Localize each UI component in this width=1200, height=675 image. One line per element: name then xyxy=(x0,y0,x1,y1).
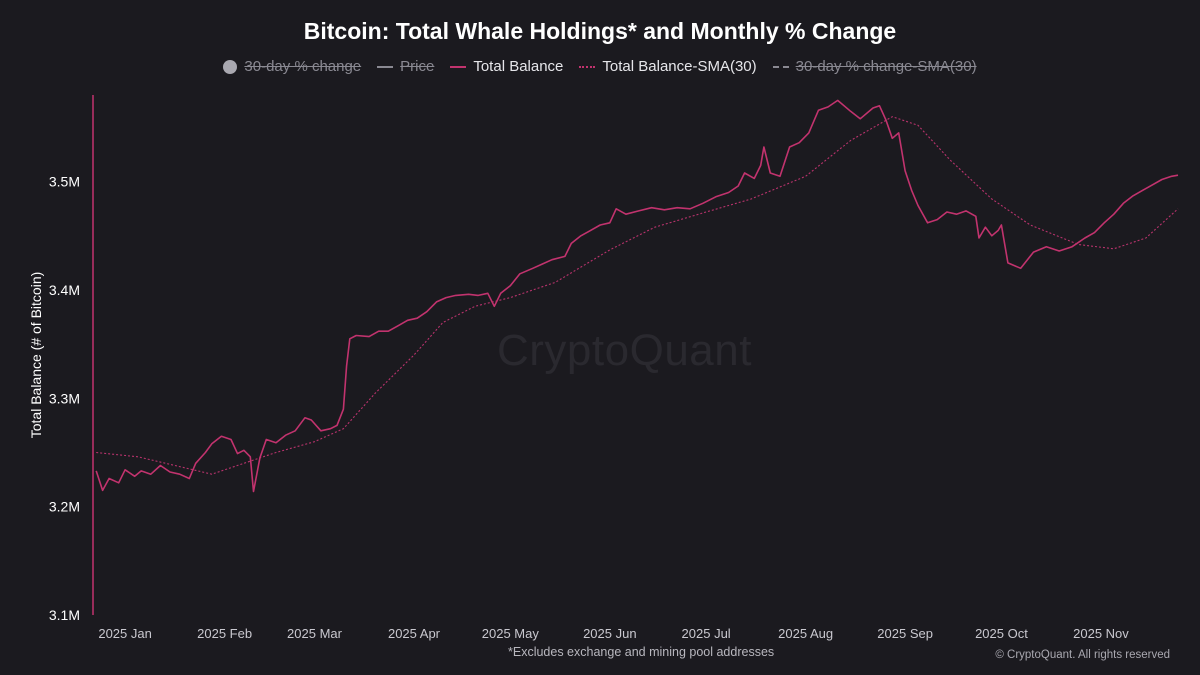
x-tick-label: 2025 Aug xyxy=(778,626,833,641)
chart-title: Bitcoin: Total Whale Holdings* and Month… xyxy=(303,18,897,44)
legend-item-30-day-change[interactable]: 30-day % change xyxy=(223,58,361,75)
legend-label: Total Balance xyxy=(473,58,564,75)
legend-item-total-balance[interactable]: Total Balance xyxy=(450,58,563,75)
legend: 30-day % change Price Total Balance Tota… xyxy=(0,58,1200,75)
x-tick-label: 2025 Sep xyxy=(877,626,933,641)
dashed-line-icon xyxy=(772,65,789,68)
y-tick-label: 3.2M xyxy=(49,499,80,515)
x-tick-label: 2025 Jan xyxy=(98,626,152,641)
x-tick-label: 2025 Feb xyxy=(197,626,252,641)
x-tick-label: 2025 Mar xyxy=(287,626,343,641)
y-tick-label: 3.1M xyxy=(49,607,80,623)
legend-label: Price xyxy=(400,58,435,75)
line-icon xyxy=(450,65,467,68)
x-tick-label: 2025 Jul xyxy=(682,626,731,641)
dotted-line-icon xyxy=(579,65,596,68)
y-tick-label: 3.5M xyxy=(49,174,80,190)
legend-item-30-day-change-sma[interactable]: 30-day % change-SMA(30) xyxy=(772,58,977,75)
line-icon xyxy=(377,65,394,68)
copyright: © CryptoQuant. All rights reserved xyxy=(995,649,1170,661)
series-line-total-balance xyxy=(95,99,1179,493)
watermark: CryptoQuant xyxy=(497,326,752,375)
x-tick-label: 2025 May xyxy=(482,626,540,641)
x-tick-label: 2025 Oct xyxy=(975,626,1028,641)
x-tick-label: 2025 Jun xyxy=(583,626,637,641)
legend-label: 30-day % change xyxy=(244,58,362,75)
series-line-total-balance-sma30 xyxy=(96,116,1179,475)
footnote-text: *Excludes exchange and mining pool addre… xyxy=(508,645,775,659)
y-tick-label: 3.4M xyxy=(49,282,80,298)
legend-label: 30-day % change-SMA(30) xyxy=(795,58,977,75)
legend-label: Total Balance-SMA(30) xyxy=(602,58,757,75)
legend-item-total-balance-sma[interactable]: Total Balance-SMA(30) xyxy=(579,58,757,75)
x-tick-label: 2025 Apr xyxy=(388,626,441,641)
circle-icon xyxy=(223,59,238,74)
y-tick-label: 3.3M xyxy=(49,390,80,406)
legend-item-price[interactable]: Price xyxy=(377,58,434,75)
x-tick-label: 2025 Nov xyxy=(1073,626,1129,641)
